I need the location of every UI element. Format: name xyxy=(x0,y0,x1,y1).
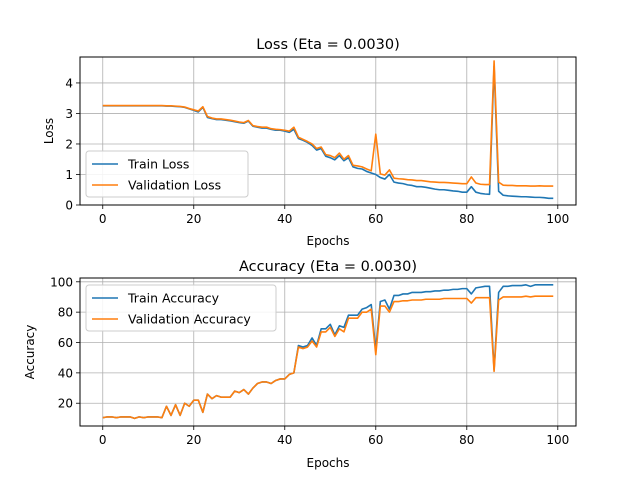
accuracy-x-tick-label: 40 xyxy=(277,433,292,447)
loss-legend-box xyxy=(85,150,249,198)
loss-y-tick-label: 3 xyxy=(65,107,73,121)
accuracy-legend: Train Accuracy Validation Accuracy xyxy=(85,284,277,332)
loss-x-tick-label: 0 xyxy=(99,212,107,226)
accuracy-x-axis-label: Epochs xyxy=(307,456,350,470)
accuracy-y-ticks: 20 40 60 80 100 xyxy=(50,275,80,411)
accuracy-y-tick-label: 20 xyxy=(58,397,73,411)
accuracy-panel: Accuracy (Eta = 0.0030) 0 20 40 60 80 100 20 4… xyxy=(23,259,577,470)
loss-plot-frame xyxy=(79,56,577,206)
accuracy-x-tick-label: 20 xyxy=(186,433,201,447)
loss-x-tick-label: 60 xyxy=(368,212,383,226)
loss-y-tick-label: 4 xyxy=(65,76,73,90)
accuracy-x-tick-label: 80 xyxy=(459,433,474,447)
loss-x-axis-label: Epochs xyxy=(307,234,350,248)
legend-label-train-loss: Train Loss xyxy=(127,157,189,172)
series-line-validation-accuracy xyxy=(102,295,554,420)
accuracy-title: Accuracy (Eta = 0.0030) xyxy=(239,259,417,275)
loss-y-tick-label: 1 xyxy=(65,168,73,182)
loss-legend: Train Loss Validation Loss xyxy=(85,150,249,198)
loss-x-tick-label: 100 xyxy=(546,212,569,226)
loss-x-ticks: 0 20 40 60 80 100 xyxy=(99,205,569,226)
accuracy-lines xyxy=(102,284,554,420)
accuracy-y-axis-label: Accuracy xyxy=(23,325,37,380)
legend-label-validation-loss: Validation Loss xyxy=(128,178,221,193)
loss-x-tick-label: 40 xyxy=(277,212,292,226)
loss-y-tick-label: 2 xyxy=(65,137,73,151)
loss-title: Loss (Eta = 0.0030) xyxy=(256,37,400,53)
accuracy-y-tick-label: 100 xyxy=(50,275,73,289)
loss-x-tick-label: 20 xyxy=(186,212,201,226)
accuracy-grid xyxy=(80,278,576,426)
accuracy-y-tick-label: 40 xyxy=(58,366,73,380)
loss-y-ticks: 0 1 2 3 4 xyxy=(65,76,80,213)
loss-x-tick-label: 80 xyxy=(459,212,474,226)
series-line-validation-loss xyxy=(102,60,554,187)
accuracy-plot-frame xyxy=(79,277,577,427)
accuracy-x-tick-label: 60 xyxy=(368,433,383,447)
loss-panel: Loss (Eta = 0.0030) 0 20 40 60 80 100 0 1 2 3 4 E… xyxy=(42,37,577,248)
legend-label-validation-accuracy: Validation Accuracy xyxy=(128,312,251,327)
legend-label-train-accuracy: Train Accuracy xyxy=(127,291,220,306)
loss-lines xyxy=(102,60,554,200)
accuracy-x-tick-label: 0 xyxy=(99,433,107,447)
accuracy-x-tick-label: 100 xyxy=(546,433,569,447)
accuracy-legend-box xyxy=(85,284,277,332)
accuracy-y-tick-label: 80 xyxy=(58,306,73,320)
accuracy-x-ticks: 0 20 40 60 80 100 xyxy=(99,426,569,447)
accuracy-y-tick-label: 60 xyxy=(58,336,73,350)
loss-y-axis-label: Loss xyxy=(42,118,56,144)
loss-y-tick-label: 0 xyxy=(65,199,73,213)
